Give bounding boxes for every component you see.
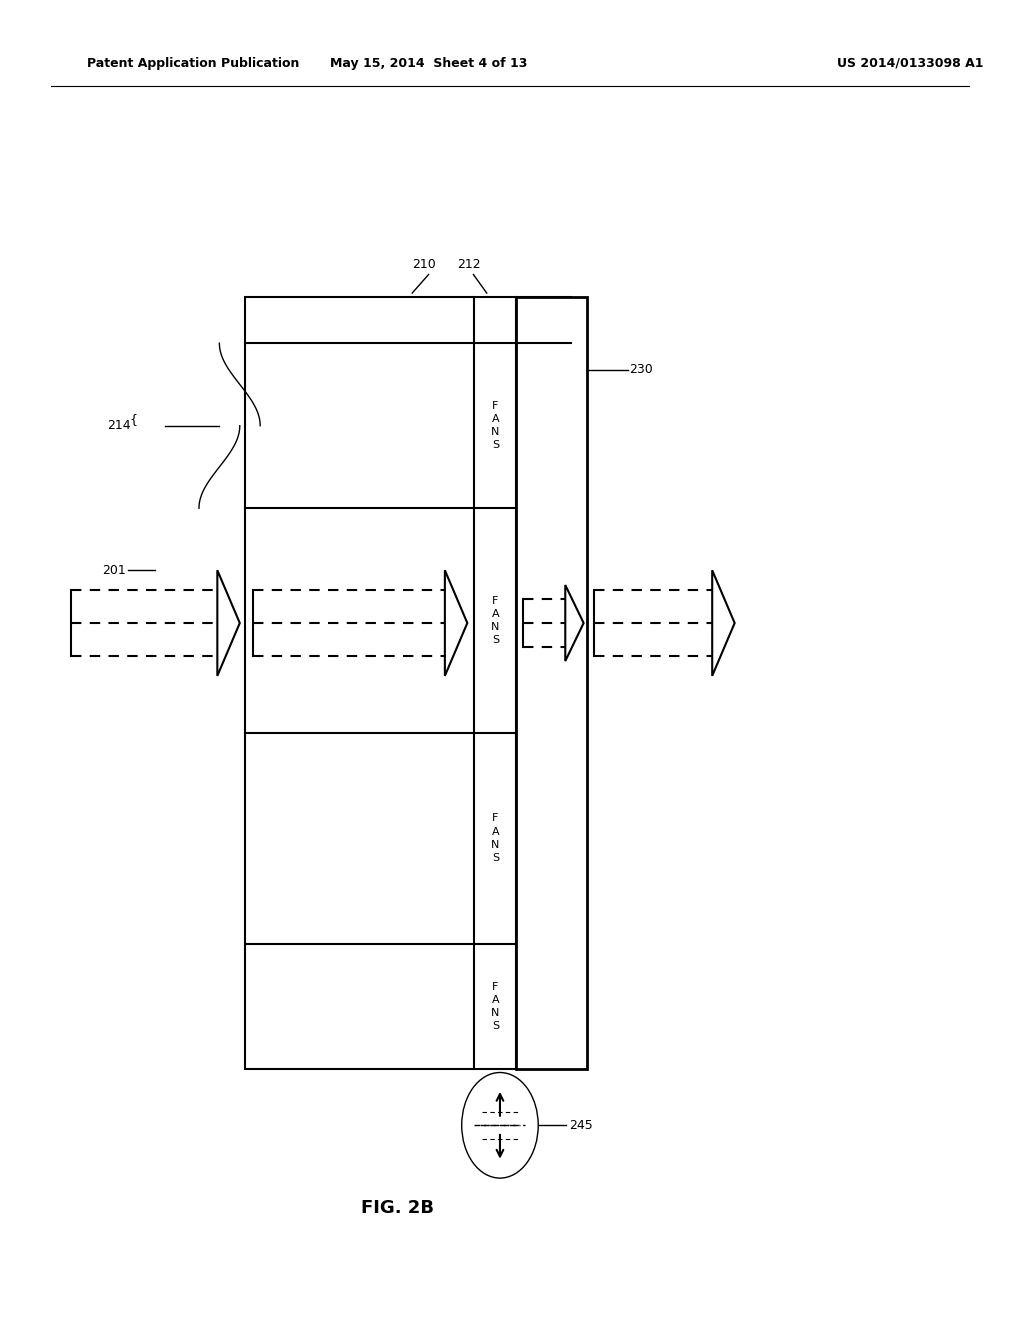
Text: {: {	[130, 413, 137, 425]
Text: 230: 230	[630, 363, 653, 376]
Bar	[245, 297, 571, 1069]
Text: F
A
N
S: F A N S	[492, 813, 500, 863]
Text: 210: 210	[413, 257, 436, 271]
Ellipse shape	[462, 1072, 539, 1179]
Text: US 2014/0133098 A1: US 2014/0133098 A1	[837, 57, 983, 70]
Text: Patent Application Publication: Patent Application Publication	[87, 57, 299, 70]
Text: May 15, 2014  Sheet 4 of 13: May 15, 2014 Sheet 4 of 13	[330, 57, 527, 70]
Text: F
A
N
S: F A N S	[492, 595, 500, 645]
Text: 201: 201	[101, 564, 126, 577]
Text: F
A
N
S: F A N S	[492, 401, 500, 450]
Text: FIG. 2B: FIG. 2B	[361, 1199, 434, 1217]
Text: F
A
N
S: F A N S	[492, 982, 500, 1031]
Text: 212: 212	[458, 257, 481, 271]
Text: 245: 245	[569, 1119, 593, 1131]
Bar	[516, 297, 587, 1069]
Text: 214: 214	[106, 420, 131, 432]
